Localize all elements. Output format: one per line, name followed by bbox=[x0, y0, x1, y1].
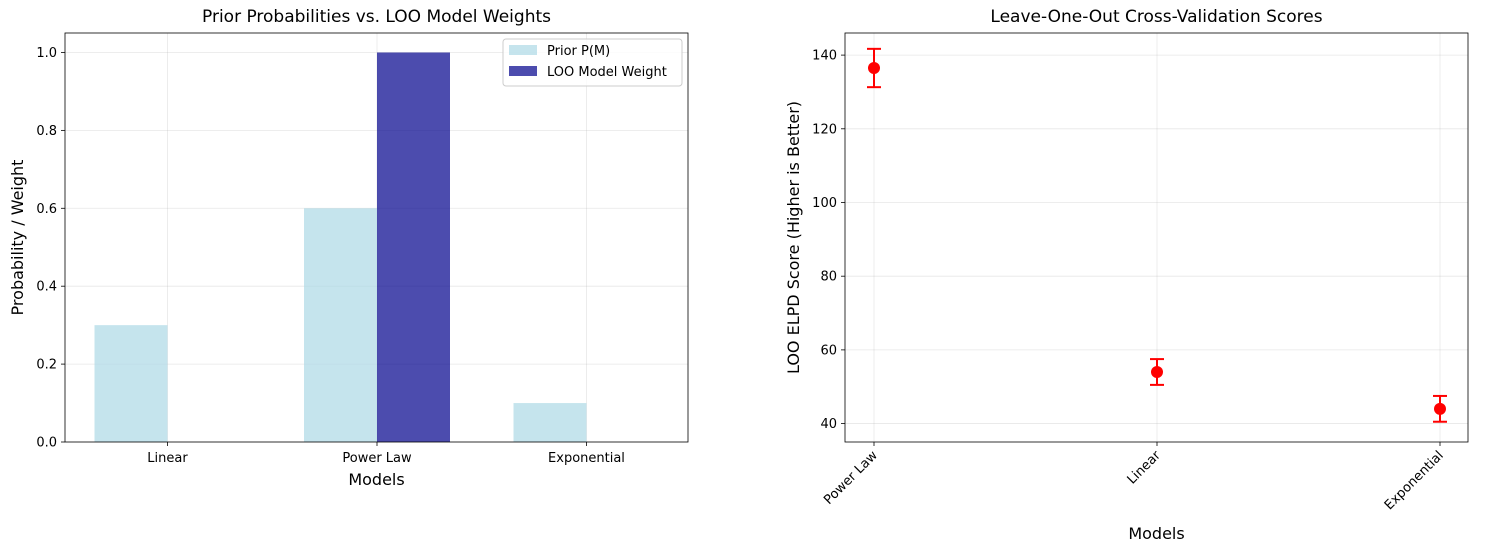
x-axis: Linear Power Law Exponential bbox=[147, 442, 625, 466]
x-tick-label-power-law: Power Law bbox=[342, 451, 412, 466]
y-axis: 0.0 0.2 0.4 0.6 0.8 1.0 bbox=[36, 46, 65, 451]
point-power-law bbox=[867, 47, 881, 89]
y-axis: 40 60 80 100 120 140 bbox=[812, 49, 845, 432]
legend-label-prior: Prior P(M) bbox=[547, 44, 610, 59]
point-linear bbox=[1150, 358, 1164, 386]
legend-swatch-prior bbox=[509, 45, 537, 55]
y-axis-label: Probability / Weight bbox=[8, 160, 27, 316]
y-tick-label: 0.8 bbox=[36, 124, 57, 139]
error-bar-chart: Leave-One-Out Cross-Validation Scores 40… bbox=[784, 7, 1469, 543]
y-tick-label: 0.4 bbox=[36, 280, 57, 295]
chart-title: Prior Probabilities vs. LOO Model Weight… bbox=[202, 7, 551, 27]
y-tick-label: 100 bbox=[812, 196, 837, 211]
y-tick-label: 60 bbox=[820, 343, 837, 358]
data-points bbox=[867, 47, 1447, 423]
plot-area-frame bbox=[64, 32, 689, 443]
y-axis-label: LOO ELPD Score (Higher is Better) bbox=[784, 101, 803, 374]
x-axis: Power Law Linear Exponential bbox=[821, 442, 1447, 513]
x-axis-label: Models bbox=[1128, 524, 1184, 543]
y-tick-label: 1.0 bbox=[36, 46, 57, 61]
marker bbox=[1151, 365, 1163, 378]
plot-area-frame bbox=[844, 32, 1469, 443]
bar-chart: Prior Probabilities vs. LOO Model Weight… bbox=[8, 7, 689, 489]
y-tick-label: 120 bbox=[812, 122, 837, 137]
x-tick-label-exponential: Exponential bbox=[548, 451, 625, 466]
marker bbox=[868, 62, 880, 75]
bar-prior-p-m-power-law bbox=[304, 208, 377, 442]
y-tick-label: 0.2 bbox=[36, 358, 57, 373]
bar-prior-p-m-linear bbox=[94, 325, 168, 442]
chart-title: Leave-One-Out Cross-Validation Scores bbox=[990, 7, 1322, 27]
legend-box bbox=[502, 38, 683, 87]
x-tick-label-linear: Linear bbox=[1125, 448, 1165, 488]
gridlines bbox=[65, 33, 688, 443]
marker bbox=[1434, 402, 1446, 415]
bars bbox=[94, 52, 587, 442]
y-tick-label: 0.0 bbox=[36, 436, 57, 451]
legend-swatch-loo-weight bbox=[509, 66, 537, 76]
x-axis-label: Models bbox=[348, 470, 404, 489]
point-exponential bbox=[1433, 394, 1447, 423]
y-tick-label: 80 bbox=[820, 270, 837, 285]
legend: Prior P(M) LOO Model Weight bbox=[502, 38, 683, 87]
y-tick-label: 0.6 bbox=[36, 202, 57, 217]
bar-prior-p-m-exponential bbox=[513, 403, 587, 442]
y-tick-label: 140 bbox=[812, 49, 837, 64]
legend-label-loo-weight: LOO Model Weight bbox=[547, 65, 667, 80]
x-tick-label-linear: Linear bbox=[147, 451, 188, 466]
x-tick-label-power-law: Power Law bbox=[821, 448, 881, 508]
bar-loo-model-weight-power-law bbox=[377, 52, 450, 442]
x-tick-label-exponential: Exponential bbox=[1382, 448, 1447, 513]
y-tick-label: 40 bbox=[820, 417, 837, 432]
